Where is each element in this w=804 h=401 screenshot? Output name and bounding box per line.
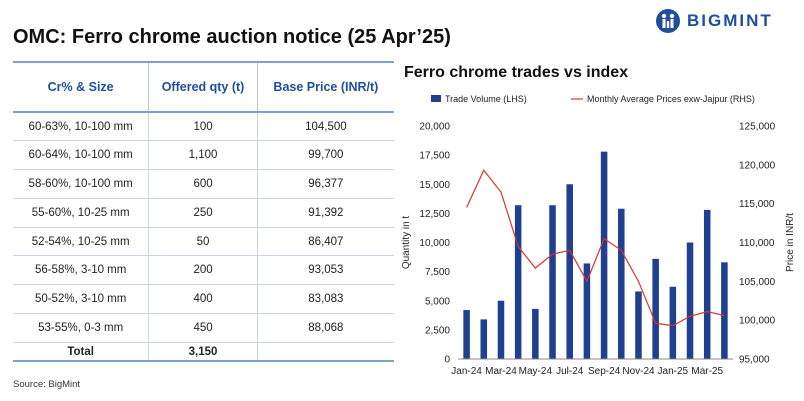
cell-base-price: 93,053 [257, 255, 394, 286]
cell-offered-qty: 400 [148, 284, 258, 315]
cell-base-price: 83,083 [257, 284, 394, 315]
cell-offered-qty: 50 [148, 227, 258, 257]
bar-Apr-24 [514, 205, 522, 359]
x-tick-label: Mar-24 [485, 366, 517, 377]
bar-Dec-24 [652, 258, 659, 359]
y-tick-label: 10,000 [419, 238, 450, 249]
table-row: 58-60%, 10-100 mm 600 96,377 [13, 169, 394, 199]
bar-Jun-24 [549, 205, 556, 359]
page-title: OMC: Ferro chrome auction notice (25 Apr… [13, 26, 451, 48]
table-row: 60-64%, 10-100 mm 1,100 99,700 [13, 140, 394, 171]
cell-cr-size: 56-58%, 3-10 mm [13, 255, 150, 286]
y-tick-label: 17,500 [419, 151, 450, 162]
total-qty: 3,150 [148, 342, 258, 363]
bar-Feb-25 [686, 242, 694, 359]
y2-tick-label: 110,000 [739, 238, 775, 249]
logo-text: BIGMINT [687, 11, 773, 30]
y-tick-label: 7,500 [425, 267, 450, 278]
y-tick-label: 5,000 [425, 296, 450, 307]
bar-Mar-25 [703, 209, 711, 359]
total-label: Total [13, 342, 150, 363]
y2-tick-label: 105,000 [739, 277, 776, 288]
cell-base-price: 96,377 [257, 169, 394, 199]
bar-Jan-24 [463, 310, 470, 359]
table-row: 55-60%, 10-25 mm 250 91,392 [13, 198, 394, 228]
cell-cr-size: 52-54%, 10-25 mm [13, 227, 150, 257]
cell-base-price: 88,068 [257, 313, 394, 343]
x-tick-label: May-24 [519, 366, 553, 377]
x-tick-label: Sep-24 [588, 366, 621, 377]
bar-May-24 [532, 308, 539, 359]
cell-base-price: 86,407 [257, 227, 394, 257]
legend-label-volume: Trade Volume (LHS) [445, 94, 527, 104]
header-cr-size: Cr% & Size [13, 61, 150, 113]
chart-title: Ferro chrome trades vs index [404, 64, 629, 81]
table-total-row: Total 3,150 [13, 342, 394, 363]
cell-base-price: 91,392 [257, 198, 394, 228]
y-tick-label: 15,000 [419, 180, 450, 191]
y-tick-label: 20,000 [419, 122, 450, 133]
x-tick-label: Jan-24 [451, 366, 482, 377]
cell-cr-size: 55-60%, 10-25 mm [13, 198, 150, 228]
bar-Oct-24 [618, 208, 625, 359]
bar-Feb-24 [480, 319, 488, 359]
cell-cr-size: 60-64%, 10-100 mm [13, 140, 150, 171]
legend-label-price: Monthly Average Prices exw-Jajpur (RHS) [587, 94, 755, 104]
total-price [257, 342, 394, 363]
source-note: Source: BigMint [13, 379, 81, 390]
table-row: 50-52%, 3-10 mm 400 83,083 [13, 284, 394, 315]
x-tick-label: Jul-24 [556, 366, 584, 377]
cell-offered-qty: 250 [148, 198, 258, 228]
header-offered-qty: Offered qty (t) [148, 61, 258, 113]
y2-tick-label: 120,000 [739, 160, 776, 171]
bar-Jan-25 [669, 286, 677, 359]
bigmint-logo: BIGMINT [655, 8, 773, 34]
y-axis-title: Quantity in t [401, 216, 412, 270]
cell-offered-qty: 600 [148, 169, 258, 199]
bar-Sep-24 [600, 151, 608, 359]
y2-tick-label: 100,000 [739, 316, 776, 327]
x-tick-label: Nov-24 [622, 366, 655, 377]
table-row: 53-55%, 0-3 mm 450 88,068 [13, 313, 394, 343]
cell-offered-qty: 450 [148, 313, 258, 343]
bar-Nov-24 [635, 291, 642, 359]
legend-bar-swatch [431, 95, 441, 102]
table-row: 60-63%, 10-100 mm 100 104,500 [13, 112, 394, 142]
bigmint-logo-icon [656, 9, 680, 33]
cell-offered-qty: 200 [148, 255, 258, 286]
header-base-price: Base Price (INR/t) [257, 61, 394, 113]
cell-cr-size: 53-55%, 0-3 mm [13, 313, 150, 343]
cell-base-price: 99,700 [257, 140, 394, 171]
x-tick-label: Jan-25 [658, 366, 689, 377]
y2-tick-label: 125,000 [739, 122, 776, 133]
cell-offered-qty: 1,100 [148, 140, 258, 171]
combo-chart: Trade Volume (LHS) Monthly Average Prices… [401, 94, 796, 377]
y2-tick-label: 95,000 [739, 355, 770, 366]
y2-tick-label: 115,000 [739, 199, 775, 210]
table-row: 56-58%, 3-10 mm 200 93,053 [13, 255, 394, 286]
cell-base-price: 104,500 [257, 112, 394, 142]
cell-cr-size: 50-52%, 3-10 mm [13, 284, 150, 315]
bar-Mar-24 [497, 300, 505, 359]
bar-Aug-24 [583, 263, 591, 359]
table-row: 52-54%, 10-25 mm 50 86,407 [13, 227, 394, 257]
y-tick-label: 0 [444, 355, 450, 366]
table-body: 60-63%, 10-100 mm 100 104,500 60-64%, 10-10… [13, 112, 394, 363]
cell-cr-size: 60-63%, 10-100 mm [13, 112, 150, 142]
auction-table: Cr% & Size Offered qty (t) Base Price (I… [13, 61, 394, 363]
y-tick-label: 2,500 [425, 325, 450, 336]
y2-axis-title: Price in INR/t [785, 213, 796, 272]
cell-offered-qty: 100 [148, 112, 258, 142]
bar-Jul-24 [566, 184, 573, 359]
bar-Apr-25 [721, 262, 728, 359]
y-tick-label: 12,500 [419, 209, 450, 220]
x-tick-label: Mar-25 [691, 366, 723, 377]
cell-cr-size: 58-60%, 10-100 mm [13, 169, 150, 199]
price-line [466, 169, 725, 327]
table-header-row: Cr% & Size Offered qty (t) Base Price (I… [13, 61, 394, 113]
